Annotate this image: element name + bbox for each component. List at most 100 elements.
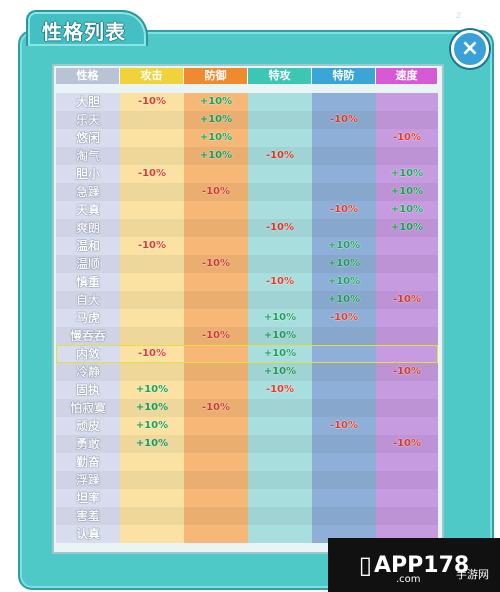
stat-modifier: -10% — [120, 237, 184, 255]
nature-name: 怕寂寞 — [56, 399, 120, 417]
stat-modifier — [248, 129, 312, 147]
table-row[interactable]: 认真 — [56, 525, 438, 543]
stat-modifier: +10% — [248, 327, 312, 345]
table-row[interactable]: 固执 +10% -10% — [56, 381, 438, 399]
stat-modifier — [248, 507, 312, 525]
stat-modifier — [312, 507, 376, 525]
stat-modifier — [248, 291, 312, 309]
table-row[interactable]: 大胆 -10% +10% — [56, 93, 438, 111]
table-row[interactable]: 慎重 -10% +10% — [56, 273, 438, 291]
table-row[interactable]: 自大 +10% -10% — [56, 291, 438, 309]
stat-modifier — [248, 237, 312, 255]
table-row[interactable]: 害羞 — [56, 507, 438, 525]
table-row[interactable]: 勇敢 +10% -10% — [56, 435, 438, 453]
stat-modifier — [184, 201, 248, 219]
column-header: 防御 — [184, 68, 248, 84]
stat-modifier — [312, 399, 376, 417]
watermark-brand: APP178 — [374, 552, 470, 578]
table-row[interactable]: 温和 -10% +10% — [56, 237, 438, 255]
stat-modifier — [120, 507, 184, 525]
stat-modifier — [184, 273, 248, 291]
stat-modifier — [120, 201, 184, 219]
stat-modifier: -10% — [312, 201, 376, 219]
table-row[interactable]: 坦率 — [56, 489, 438, 507]
stat-modifier — [248, 525, 312, 543]
stat-modifier — [376, 327, 438, 345]
stat-modifier — [312, 363, 376, 381]
stat-modifier — [376, 111, 438, 129]
stat-modifier — [376, 273, 438, 291]
stat-modifier — [376, 147, 438, 165]
stat-modifier: +10% — [312, 273, 376, 291]
stat-modifier: +10% — [248, 309, 312, 327]
stat-modifier — [184, 453, 248, 471]
table-row[interactable]: 天真 -10% +10% — [56, 201, 438, 219]
stat-modifier — [376, 309, 438, 327]
table-row[interactable]: 顽皮 +10% -10% — [56, 417, 438, 435]
table-row[interactable]: 内敛 -10% +10% — [56, 345, 438, 363]
stat-modifier — [120, 273, 184, 291]
table-row[interactable]: 悠闲 +10% -10% — [56, 129, 438, 147]
stat-modifier — [248, 201, 312, 219]
stat-modifier — [120, 453, 184, 471]
nature-name: 马虎 — [56, 309, 120, 327]
table-row[interactable]: 怕寂寞 +10% -10% — [56, 399, 438, 417]
stat-modifier: -10% — [312, 417, 376, 435]
stat-modifier — [312, 129, 376, 147]
table-row[interactable]: 急躁 -10% +10% — [56, 183, 438, 201]
close-icon: × — [460, 36, 480, 61]
stat-modifier — [248, 489, 312, 507]
table-row[interactable]: 爽朗 -10% +10% — [56, 219, 438, 237]
stat-modifier — [120, 219, 184, 237]
stat-modifier: -10% — [120, 165, 184, 183]
stat-modifier — [184, 165, 248, 183]
table-row[interactable]: 温顺 -10% +10% — [56, 255, 438, 273]
stat-modifier — [120, 147, 184, 165]
nature-name: 慎重 — [56, 273, 120, 291]
table-row[interactable]: 乐天 +10% -10% — [56, 111, 438, 129]
stat-modifier — [184, 219, 248, 237]
stat-modifier — [312, 327, 376, 345]
table-row[interactable]: 淘气 +10% -10% — [56, 147, 438, 165]
nature-table: 大胆 -10% +10% 乐天 +10% -10% 悠闲 +10% -10% 淘气 +10% -10%… — [56, 93, 438, 543]
nature-name: 淘气 — [56, 147, 120, 165]
stat-modifier — [184, 471, 248, 489]
stat-modifier — [248, 453, 312, 471]
stat-modifier: -10% — [120, 93, 184, 111]
stat-modifier: +10% — [376, 165, 438, 183]
stat-modifier — [120, 327, 184, 345]
column-header: 特防 — [312, 68, 376, 84]
title-tab — [26, 10, 148, 46]
table-header: 性格 攻击 防御 特攻 特防 速度 — [56, 68, 438, 84]
watermark-site: 手游网 — [456, 568, 489, 581]
stat-modifier: +10% — [312, 255, 376, 273]
stat-modifier: -10% — [376, 129, 438, 147]
stat-modifier: +10% — [184, 93, 248, 111]
nature-name: 浮躁 — [56, 471, 120, 489]
table-row[interactable]: 马虎 +10% -10% — [56, 309, 438, 327]
stat-modifier — [376, 507, 438, 525]
nature-name: 慢吞吞 — [56, 327, 120, 345]
stat-modifier — [248, 417, 312, 435]
nature-name: 勤奋 — [56, 453, 120, 471]
nature-name: 害羞 — [56, 507, 120, 525]
stat-modifier — [184, 417, 248, 435]
table-row[interactable]: 慢吞吞 -10% +10% — [56, 327, 438, 345]
table-row[interactable]: 浮躁 — [56, 471, 438, 489]
table-row[interactable]: 胆小 -10% +10% — [56, 165, 438, 183]
stat-modifier: -10% — [248, 273, 312, 291]
close-button[interactable]: × — [451, 30, 489, 68]
stat-modifier — [312, 345, 376, 363]
stat-modifier — [312, 381, 376, 399]
stat-modifier — [376, 417, 438, 435]
table-row[interactable]: 勤奋 — [56, 453, 438, 471]
watermark-domain: .com — [396, 574, 421, 585]
stat-modifier — [120, 255, 184, 273]
table-row[interactable]: 冷静 +10% -10% — [56, 363, 438, 381]
stat-modifier — [376, 255, 438, 273]
nature-name: 天真 — [56, 201, 120, 219]
stat-modifier: +10% — [184, 147, 248, 165]
stat-modifier — [120, 291, 184, 309]
stat-modifier — [376, 471, 438, 489]
nature-name: 乐天 — [56, 111, 120, 129]
